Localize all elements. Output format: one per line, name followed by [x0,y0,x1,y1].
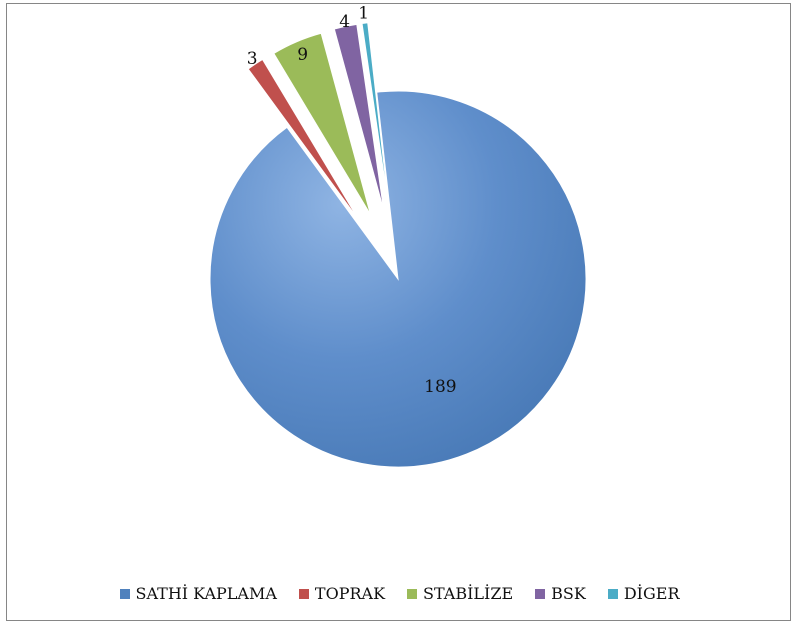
legend-item: BSK [535,584,586,603]
legend-item: DİGER [607,584,680,603]
legend-swatch [607,588,618,599]
legend-swatch [119,588,130,599]
legend-item: TOPRAK [298,584,386,603]
legend: SATHİ KAPLAMA TOPRAK STABİLİZE BSK DİGER [0,584,799,603]
legend-item: SATHİ KAPLAMA [119,584,277,603]
legend-item: STABİLİZE [407,584,513,603]
legend-label: STABİLİZE [423,584,514,603]
legend-label: BSK [551,584,586,603]
data-label: 189 [424,377,456,397]
legend-label: SATHİ KAPLAMA [135,584,277,603]
data-label: 4 [339,12,350,32]
legend-swatch [407,588,418,599]
pie-slice-toprak [247,58,360,221]
data-label: 9 [297,45,308,65]
pie-slice-di-ger [361,22,390,210]
legend-swatch [298,588,309,599]
data-label: 3 [247,49,258,69]
pie-slice-bsk [333,23,385,211]
pie-slice-sathi-kaplama [209,90,587,468]
legend-swatch [535,588,546,599]
pie-slice-stabi-li-ze [273,32,372,215]
legend-label: DİGER [623,584,680,603]
data-label: 1 [358,3,369,23]
legend-label: TOPRAK [314,584,386,603]
